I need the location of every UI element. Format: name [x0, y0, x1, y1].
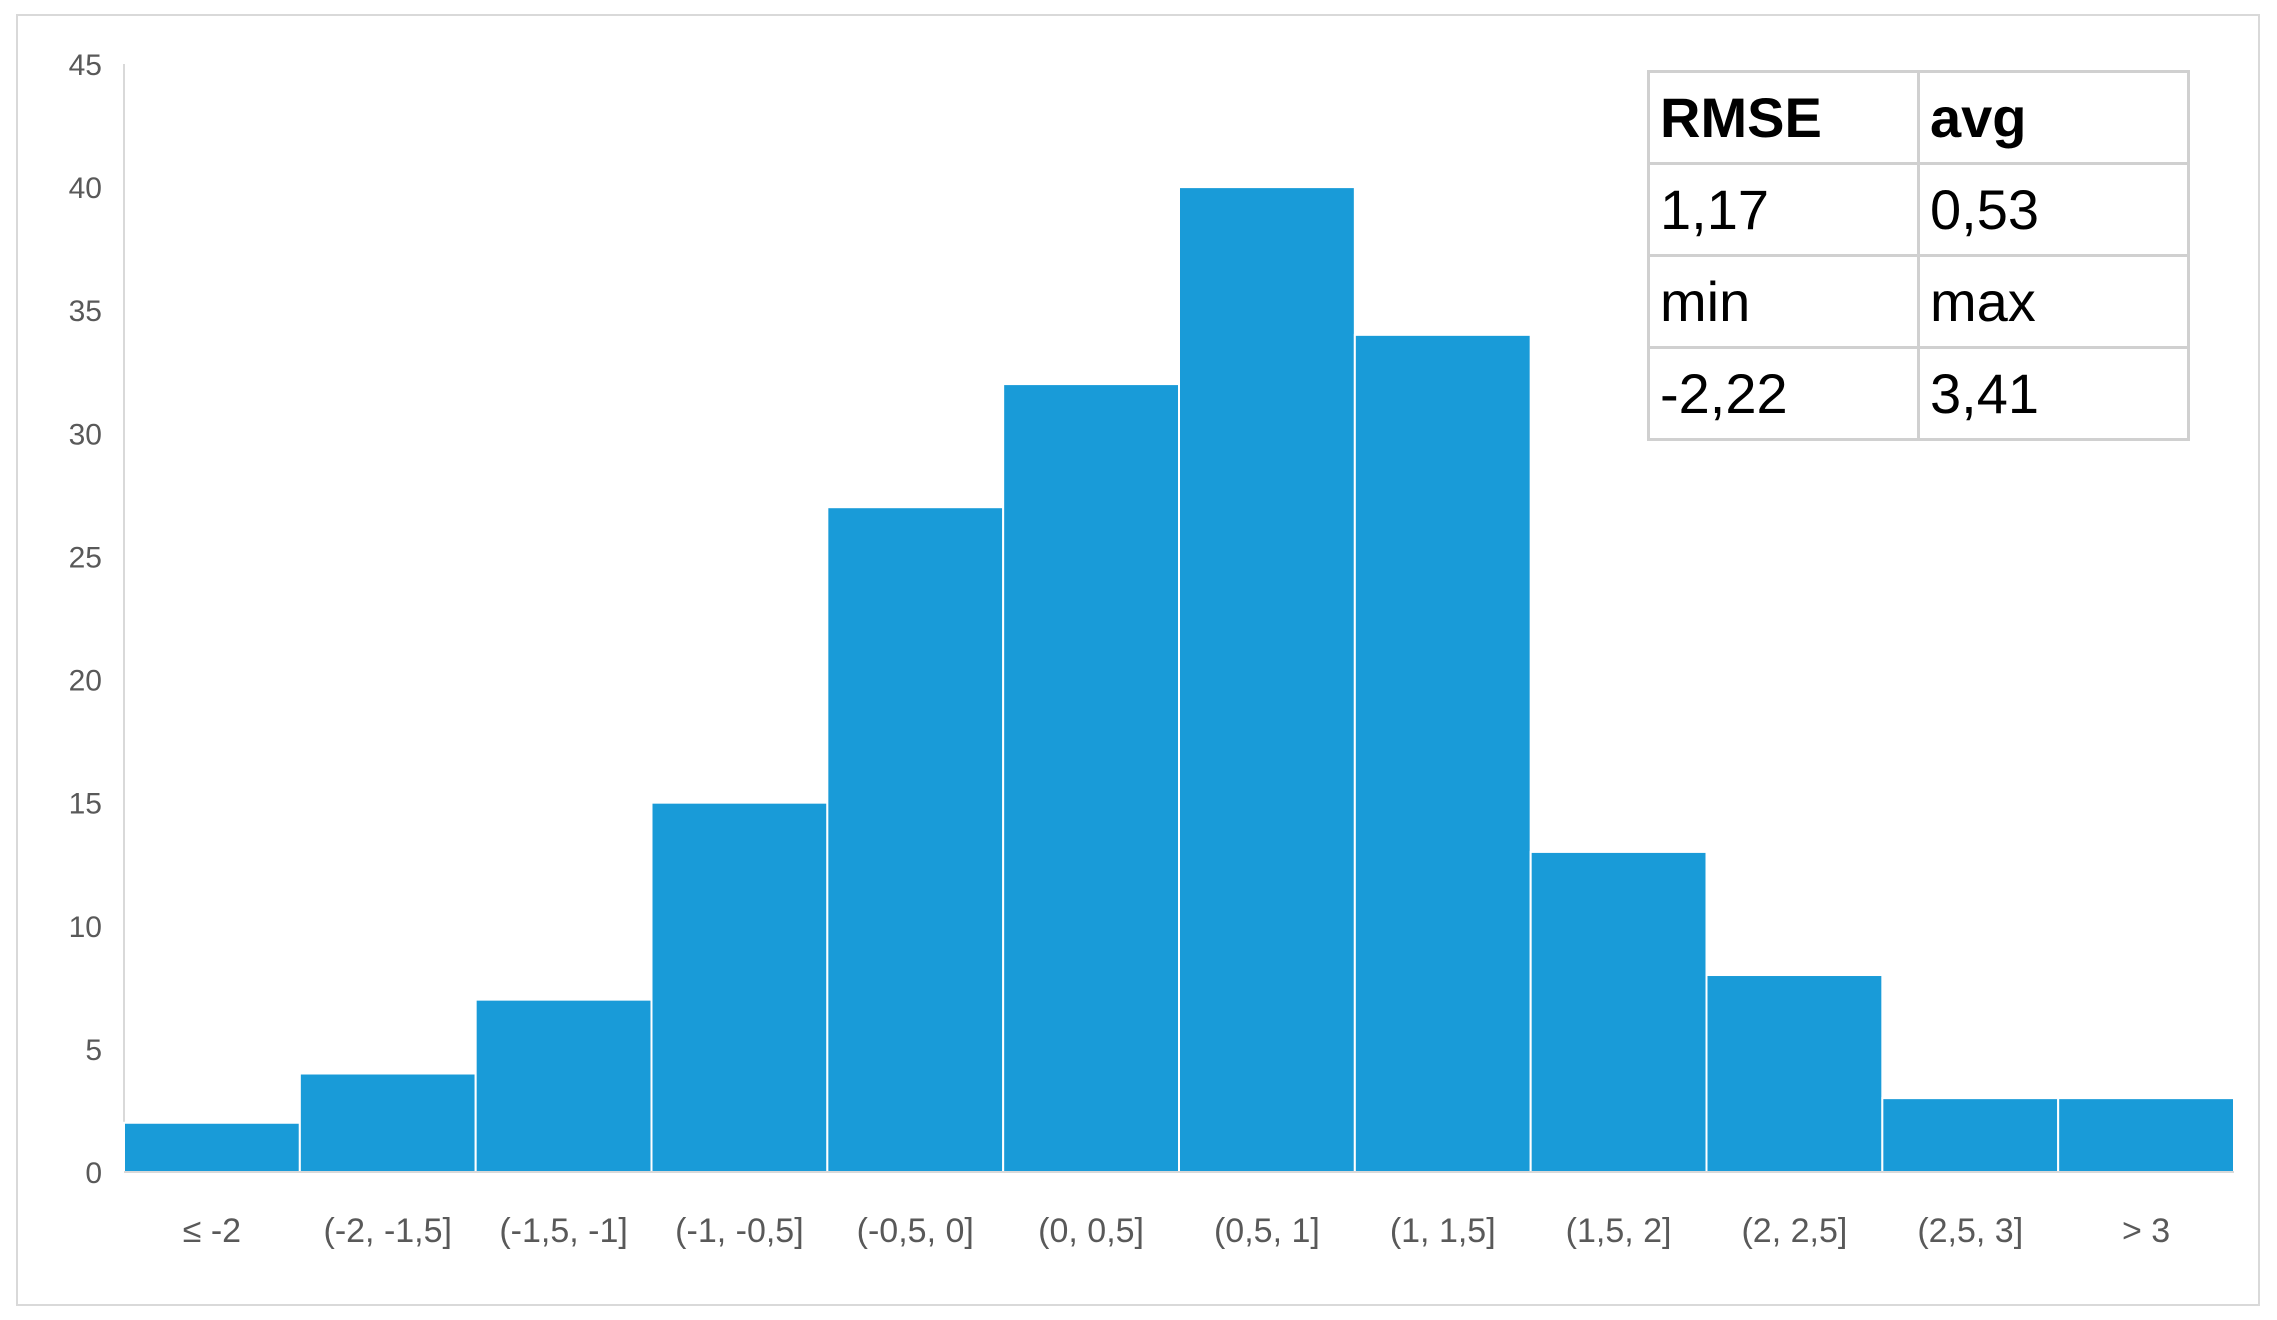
bar	[1353, 333, 1532, 1174]
x-tick-label: (1,5, 2]	[1566, 1212, 1672, 1250]
x-tick-label: > 3	[2122, 1212, 2170, 1250]
bar	[1178, 186, 1356, 1174]
x-tick-label: (0,5, 1]	[1214, 1212, 1320, 1250]
stats-header-avg: avg	[1917, 70, 2190, 165]
bar	[2057, 1097, 2236, 1173]
bar	[298, 1072, 477, 1173]
x-tick-label: (-0,5, 0]	[857, 1212, 974, 1250]
stats-row: 1,17 0,53	[1647, 162, 2190, 257]
stats-header-rmse: RMSE	[1647, 70, 1920, 165]
stats-value-max: 3,41	[1917, 346, 2190, 441]
y-axis: 0 5 10 15 20 25 30 35 40 45	[69, 49, 125, 1190]
y-tick-label: 10	[69, 911, 102, 944]
stats-value-rmse: 1,17	[1647, 162, 1920, 257]
bar	[1705, 974, 1884, 1173]
x-tick-label: (-1,5, -1]	[499, 1212, 627, 1250]
bar	[1529, 850, 1708, 1174]
stats-label-max: max	[1917, 254, 2190, 349]
stats-row: -2,22 3,41	[1647, 346, 2190, 441]
stats-value-min: -2,22	[1647, 346, 1920, 441]
bar	[1881, 1097, 2060, 1173]
bar	[1002, 383, 1181, 1174]
y-tick-label: 45	[69, 49, 102, 82]
x-tick-label: (-2, -1,5]	[324, 1212, 452, 1250]
stats-table: RMSE avg 1,17 0,53 min max -2,22 3,41	[1647, 70, 2190, 441]
bar	[650, 801, 829, 1174]
y-tick-label: 20	[69, 665, 102, 698]
x-tick-label: ≤ -2	[183, 1212, 241, 1250]
stats-row: min max	[1647, 254, 2190, 349]
y-tick-label: 5	[85, 1034, 102, 1067]
x-tick-label: (-1, -0,5]	[675, 1212, 803, 1250]
y-tick-label: 40	[69, 172, 102, 205]
x-tick-label: (0, 0,5]	[1038, 1212, 1144, 1250]
x-tick-label: (2, 2,5]	[1741, 1212, 1847, 1250]
y-tick-label: 0	[85, 1157, 102, 1190]
y-tick-label: 35	[69, 295, 102, 328]
stats-label-min: min	[1647, 254, 1920, 349]
x-tick-label: (1, 1,5]	[1390, 1212, 1496, 1250]
y-tick-label: 25	[69, 541, 102, 574]
bars	[123, 186, 2236, 1174]
x-axis: ≤ -2 (-2, -1,5] (-1,5, -1] (-1, -0,5] (-0,5,…	[124, 1171, 2234, 1250]
stats-row: RMSE avg	[1647, 70, 2190, 165]
bar	[826, 506, 1005, 1173]
y-tick-label: 15	[69, 788, 102, 821]
stats-value-avg: 0,53	[1917, 162, 2190, 257]
bar	[123, 1121, 301, 1174]
y-tick-label: 30	[69, 418, 102, 451]
x-tick-label: (2,5, 3]	[1917, 1212, 2023, 1250]
bar	[474, 998, 653, 1174]
